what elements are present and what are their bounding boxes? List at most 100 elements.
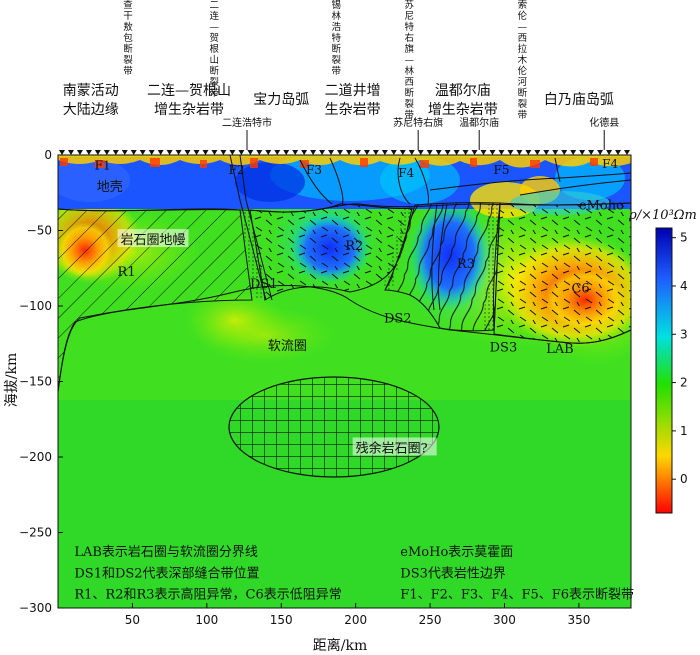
station-marker [301,150,308,155]
station-marker [274,150,281,155]
station-marker [516,150,523,155]
station-marker [229,150,236,155]
fault-zone-label-v5: 索伦—西拉木伦河断裂带 [518,0,528,121]
legend-note-n3: DS1和DS2代表深部缝合带位置 [74,566,259,581]
station-marker [390,150,397,155]
station-marker [561,150,568,155]
tectonic-unit-u4: 二道井增 [325,83,381,99]
place-label-p4: 化德县 [589,116,619,129]
colorbar-tick-label: 3 [680,327,688,341]
station-marker [579,150,586,155]
station-marker [489,150,496,155]
station-marker [543,150,550,155]
tectonic-unit-u5: 温都尔庙 [435,83,491,99]
colorbar: ρ/×10³Ωm 0 1 2 3 4 5 [628,208,697,514]
colorbar-tick-label: 1 [680,424,688,438]
station-marker [363,150,370,155]
region-label-r_LAB: LAB [546,342,574,357]
x-tick-label: 200 [344,613,367,627]
fault-label-f2: F2 [229,163,245,177]
station-marker [615,150,622,155]
fault-label-f3: F3 [306,163,322,177]
tectonic-unit-u5-line2: 增生杂岩带 [428,102,498,118]
place-label-p2: 苏尼特右旗 [393,116,443,129]
fault-zone-label-v2: 二连—贺根山断裂带 [210,0,220,99]
region-label-r_R1: R1 [118,265,136,280]
fault-label-f6: F4 [602,157,618,171]
station-marker [480,150,487,155]
station-marker [453,150,460,155]
station-marker [570,150,577,155]
station-marker [372,150,379,155]
region-label-r_R3: R3 [457,257,475,272]
station-marker [606,150,613,155]
tectonic-unit-u6: 白乃庙岛弧 [544,92,614,108]
colorbar-tick-label: 2 [680,376,688,390]
station-marker [220,150,227,155]
station-marker [283,150,290,155]
fault-label-f5: F5 [494,163,510,177]
station-marker [588,150,595,155]
place-label-p3: 温都尔庙 [459,116,499,129]
station-marker [354,150,361,155]
fault-label-f4: F4 [398,166,414,180]
y-tick-label: −300 [19,601,52,615]
region-label-r_litho: 岩石圈地幔 [121,233,186,248]
station-marker [462,150,469,155]
station-marker [139,150,146,155]
station-marker [238,150,245,155]
station-marker [85,150,92,155]
colorbar-tick-label: 4 [680,279,688,293]
fault-zone-label-v3: 锡林浩特断裂带 [332,0,342,77]
station-marker [310,150,317,155]
fault-label-f1: F1 [95,159,111,173]
region-label-r_asth: 软流圈 [268,339,307,354]
y-tick-label: −250 [19,526,52,540]
station-marker [265,150,272,155]
colorbar-tick-label: 0 [680,472,688,486]
place-label-p1: 二连浩特市 [222,116,272,129]
station-marker [202,150,209,155]
region-label-r_crust: 地壳 [97,180,123,195]
y-tick-label: −100 [19,299,52,313]
x-tick-label: 150 [270,613,293,627]
x-tick-label: 350 [567,613,590,627]
tectonic-unit-u2: 二连—贺根山 [147,83,231,99]
station-marker [157,150,164,155]
station-marker [507,150,514,155]
station-marker [175,150,182,155]
region-label-r_DS1: DS1 [250,277,278,292]
region-label-r_DS3: DS3 [490,340,518,355]
station-marker [381,150,388,155]
station-marker [498,150,505,155]
station-marker [597,150,604,155]
y-tick-label: 0 [44,148,52,162]
station-marker [534,150,541,155]
region-label-r_eMoho: eMoho [579,198,624,213]
station-marker [59,150,65,155]
colorbar-title: ρ/×10³Ωm [628,208,697,223]
legend-note-n2: eMoHo表示莫霍面 [400,545,513,560]
station-marker [292,150,299,155]
fault-zone-label-v1: 查干敖包断裂带 [123,0,133,77]
station-marker [256,150,263,155]
station-marker [184,150,191,155]
y-axis-label: 海拔/km [4,353,20,407]
x-tick-label: 50 [125,613,140,627]
region-label-r_R2: R2 [345,239,363,254]
x-tick-label: 300 [493,613,516,627]
legend-note-n4: DS3代表岩性边界 [400,566,506,581]
station-marker [328,150,335,155]
legend-note-n1: LAB表示岩石圈与软流圈分界线 [74,545,258,560]
station-marker [426,150,433,155]
y-tick-label: −200 [19,450,52,464]
y-tick-label: −150 [19,375,52,389]
colorbar-tick-label: 5 [680,231,688,245]
tectonic-unit-u2-line2: 增生杂岩带 [154,102,224,118]
legend-note-n6: F1、F2、F3、F4、F5、F6表示断裂带 [400,587,634,602]
label-backdrop [117,229,189,248]
tectonic-unit-u4-line2: 生杂岩带 [325,102,381,118]
station-marker [525,150,532,155]
station-marker [408,150,415,155]
station-marker [399,150,406,155]
